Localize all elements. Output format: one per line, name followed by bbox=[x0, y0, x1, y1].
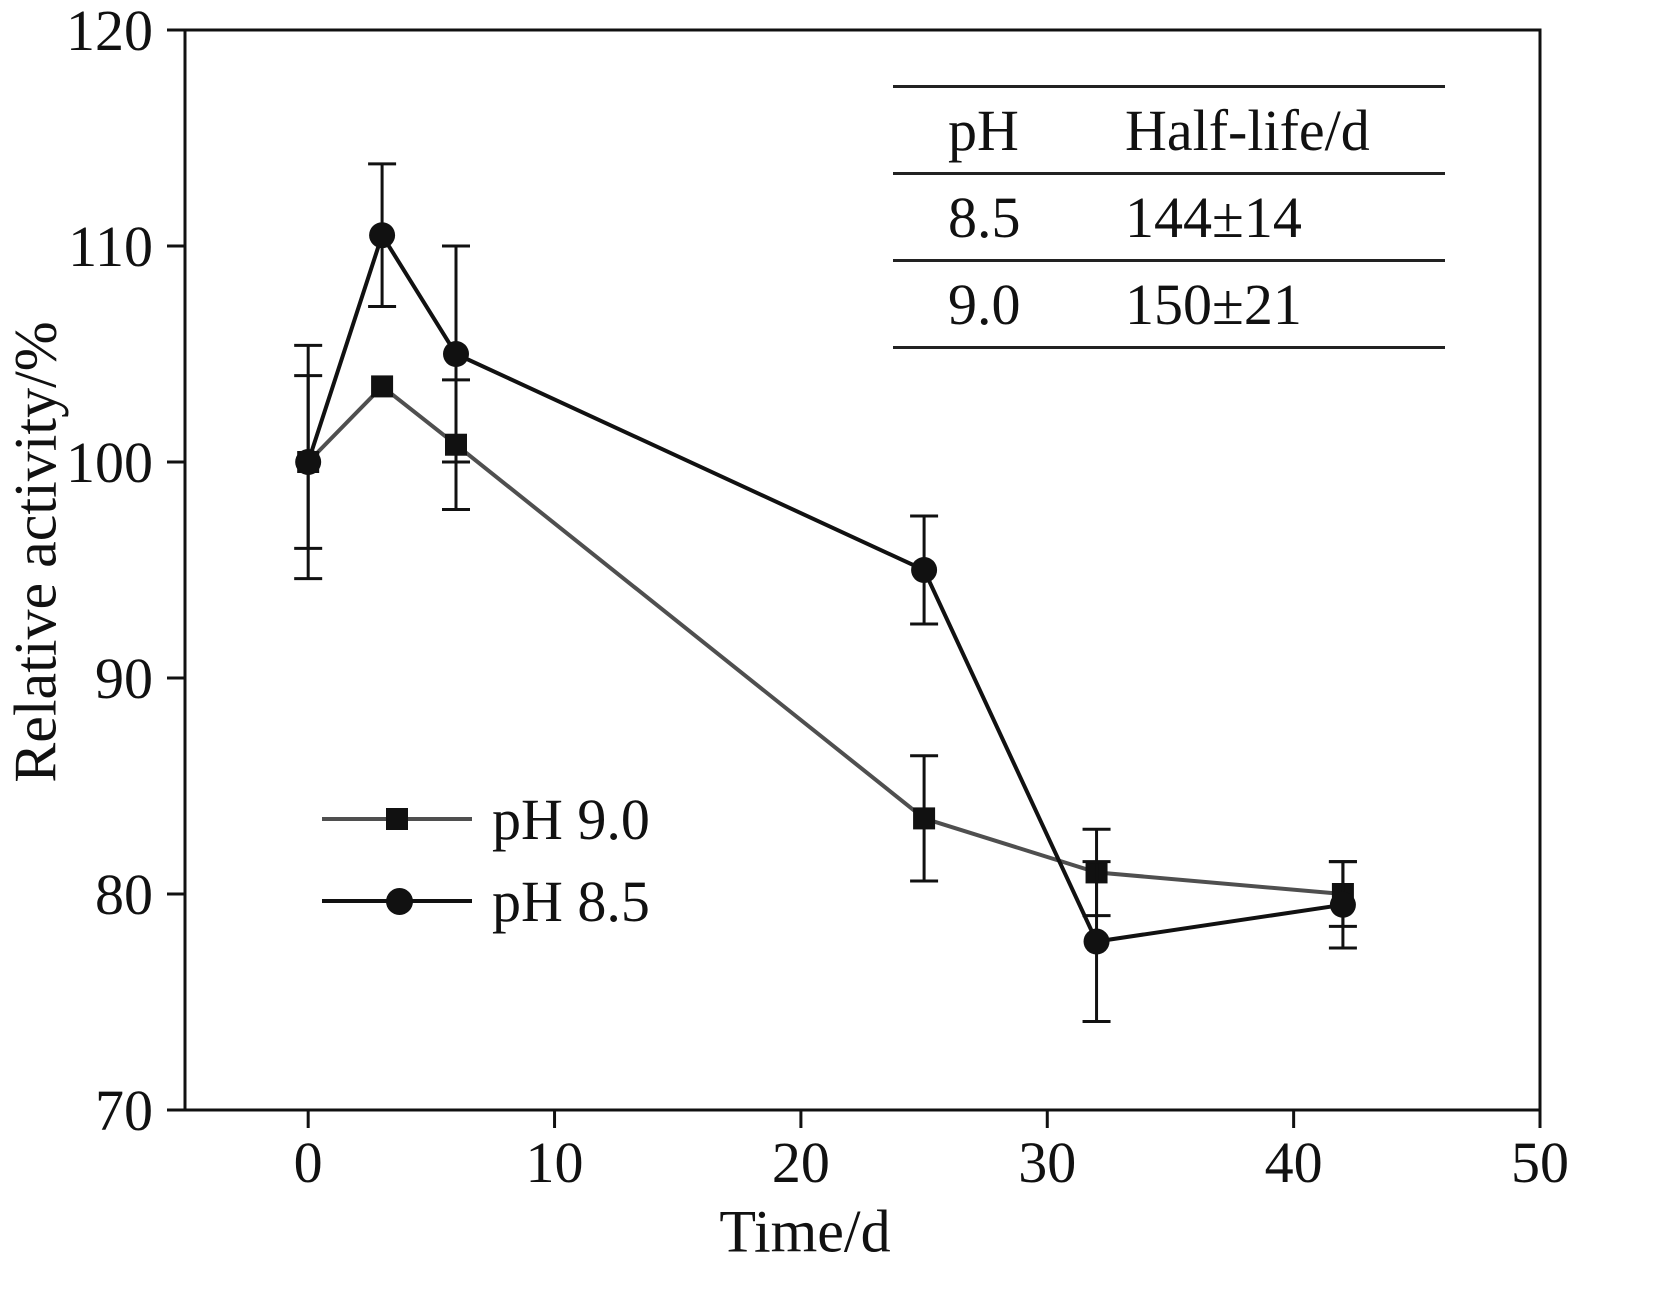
circle-marker-icon bbox=[369, 222, 396, 249]
series-line-ph-9-0 bbox=[306, 383, 1344, 896]
square-marker-icon bbox=[913, 807, 936, 830]
square-marker-icon bbox=[371, 375, 394, 398]
table-cell-ph: 9.0 bbox=[948, 271, 1021, 337]
y-tick-label: 120 bbox=[66, 0, 153, 63]
legend-item-ph-8-5: pH 8.5 bbox=[322, 860, 650, 942]
series-line-ph-8-5 bbox=[306, 230, 1344, 944]
circle-marker-icon bbox=[911, 557, 938, 583]
circle-marker-icon bbox=[1083, 928, 1110, 955]
y-tick-label: 80 bbox=[95, 862, 153, 927]
legend: pH 9.0 pH 8.5 bbox=[322, 778, 650, 942]
legend-label-ph-8-5: pH 8.5 bbox=[492, 868, 650, 934]
x-tick-label: 30 bbox=[1018, 1130, 1076, 1195]
y-tick-label: 110 bbox=[68, 214, 153, 279]
x-tick-label: 50 bbox=[1511, 1130, 1569, 1195]
circle-marker-icon bbox=[386, 888, 413, 915]
legend-item-ph-9-0: pH 9.0 bbox=[322, 778, 650, 860]
plot-frame bbox=[183, 28, 1542, 1112]
square-marker-icon bbox=[386, 808, 408, 830]
x-tick-label: 40 bbox=[1265, 1130, 1323, 1195]
y-tick-label: 70 bbox=[95, 1078, 153, 1143]
circle-marker-icon bbox=[1329, 891, 1356, 918]
table-cell-half-life: 150±21 bbox=[1125, 271, 1302, 337]
table-cell-half-life: 144±14 bbox=[1125, 184, 1302, 250]
x-tick-label: 20 bbox=[772, 1130, 830, 1195]
x-axis-title: Time/d bbox=[719, 1198, 891, 1265]
half-life-table: pH Half-life/d 8.5 144±14 9.0 150±21 bbox=[893, 85, 1445, 349]
x-tick-label: 10 bbox=[526, 1130, 584, 1195]
table-header-ph: pH bbox=[948, 97, 1019, 163]
circle-marker-icon bbox=[295, 449, 322, 475]
y-tick-label: 90 bbox=[95, 646, 153, 711]
circle-marker-icon bbox=[443, 341, 469, 367]
table-header-row: pH Half-life/d bbox=[893, 88, 1445, 175]
table-cell-ph: 8.5 bbox=[948, 184, 1021, 250]
legend-line-sample bbox=[322, 808, 472, 830]
table-row: 9.0 150±21 bbox=[893, 262, 1445, 349]
table-header-half-life: Half-life/d bbox=[1125, 97, 1370, 163]
legend-line-sample bbox=[322, 888, 472, 915]
table-row: 8.5 144±14 bbox=[893, 175, 1445, 262]
legend-label-ph-9-0: pH 9.0 bbox=[492, 786, 650, 852]
x-tick-label: 0 bbox=[294, 1130, 323, 1195]
y-tick-label: 100 bbox=[66, 430, 153, 495]
y-axis-title: Relative activity/% bbox=[2, 321, 69, 783]
